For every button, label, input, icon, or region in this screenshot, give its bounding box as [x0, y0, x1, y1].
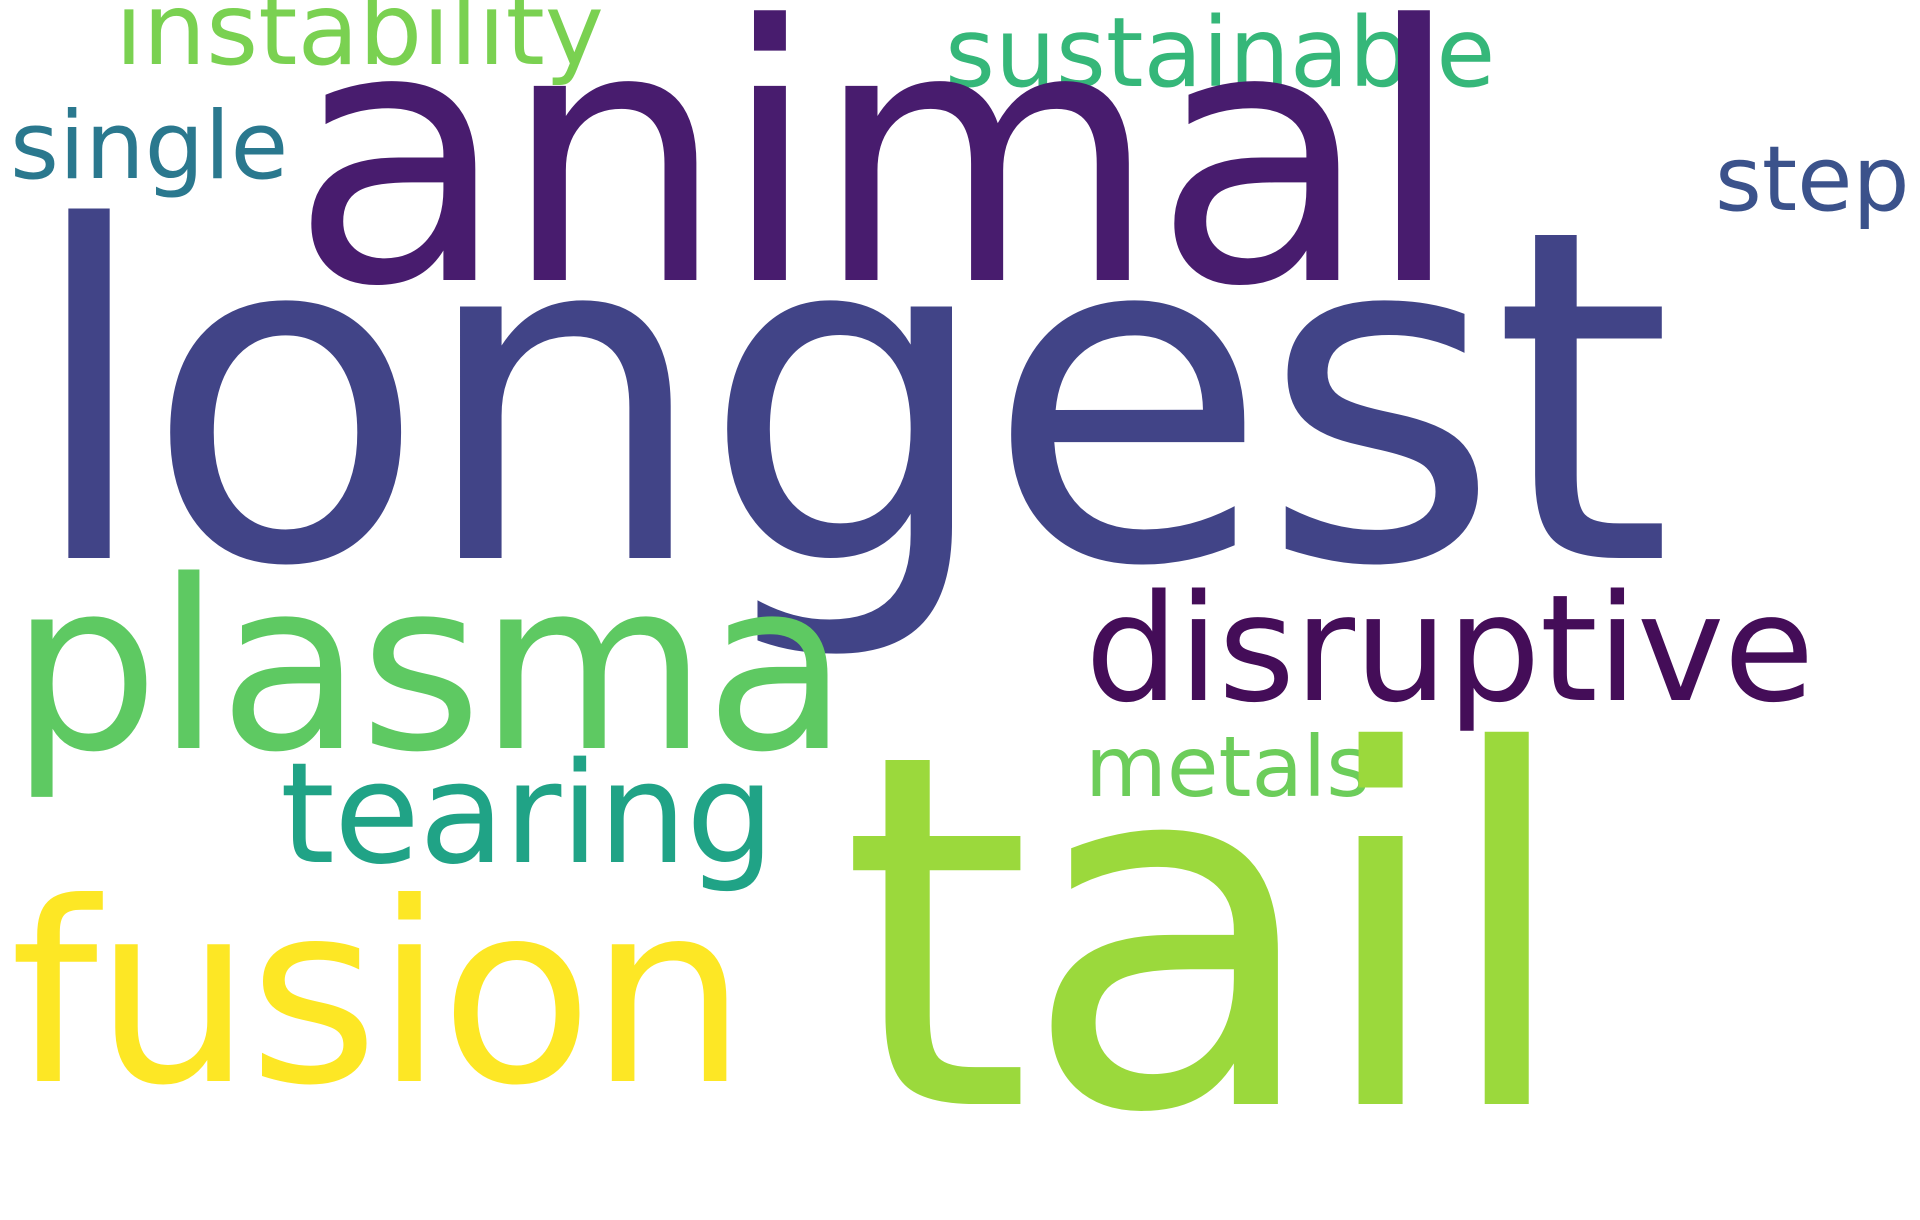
word-sustainable: sustainable	[945, 0, 1496, 109]
word-disruptive: disruptive	[1085, 563, 1815, 735]
word-instability: instability	[115, 0, 604, 88]
word-animal: animal	[290, 0, 1463, 364]
word-step: step	[1715, 127, 1910, 232]
word-cloud: instability sustainable single step anim…	[10, 0, 1910, 1180]
word-metals: metals	[1085, 718, 1371, 816]
word-plasma: plasma	[10, 531, 849, 804]
word-tail: tail	[840, 649, 1575, 1220]
word-tearing: tearing	[280, 733, 775, 896]
word-single: single	[10, 92, 289, 201]
word-longest: longest	[25, 132, 1673, 667]
word-fusion: fusion	[10, 849, 748, 1140]
